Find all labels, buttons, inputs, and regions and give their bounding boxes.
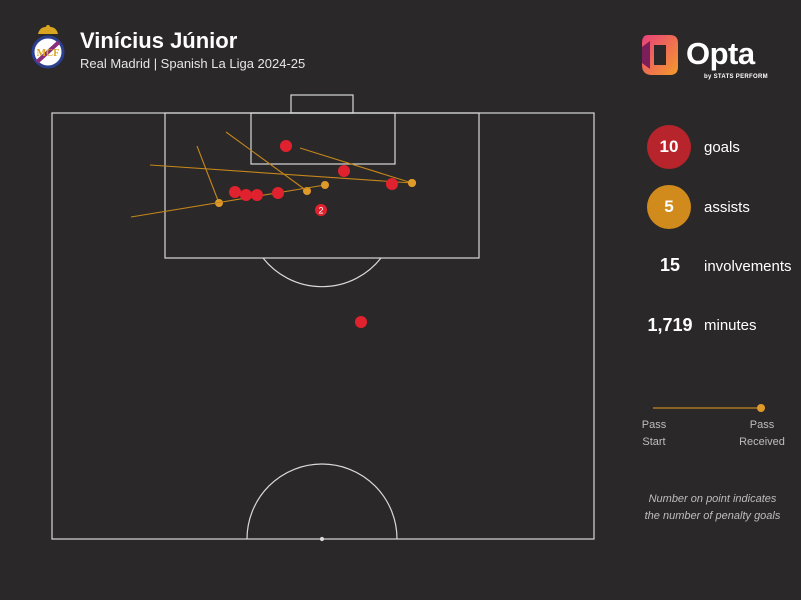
goal-point-7: [272, 187, 284, 199]
assist-pass-line-3: [225, 131, 308, 192]
assists-label: assists: [704, 199, 750, 216]
legend-end-line2: Received: [739, 436, 785, 448]
legend-pass-received: Pass Received: [733, 417, 791, 451]
goal-point-1: [280, 140, 292, 152]
penalty-goal-count-label: 2: [318, 206, 323, 216]
goal-layer: 2: [229, 140, 398, 328]
assist-pass-line-4: [196, 145, 220, 204]
note-line-2: the number of penalty goals: [644, 510, 781, 522]
svg-text:MCF: MCF: [37, 48, 60, 59]
brand-byline: by STATS PERFORM: [704, 74, 768, 80]
assist-received-point-5: [321, 181, 329, 189]
legend-pass-end-dot: [757, 404, 765, 412]
goals-label: goals: [704, 139, 740, 156]
goal-point-9: [355, 316, 367, 328]
pitch-lines: [51, 94, 595, 542]
assist-pass-line-1: [299, 147, 413, 184]
goal-point-2: [338, 165, 350, 177]
assist-pass-line-2: [149, 164, 413, 184]
goal-point-3: [386, 178, 398, 190]
note-line-1: Number on point indicates: [648, 493, 777, 505]
legend-start-line2: Start: [642, 436, 666, 448]
penalty-note: Number on point indicates the number of …: [630, 491, 795, 525]
legend-start-line1: Pass: [641, 419, 667, 431]
assist-received-point-2: [408, 179, 416, 187]
assist-received-point-3: [303, 187, 311, 195]
six-yard-box: [250, 112, 396, 165]
opta-logo-icon: [642, 35, 678, 75]
goal-point-5: [240, 189, 252, 201]
player-name: Vinícius Júnior: [80, 28, 238, 53]
goal-point-8: [315, 204, 327, 216]
assist-pass-line-5: [130, 184, 326, 218]
minutes-label: minutes: [704, 317, 757, 334]
goal: [290, 94, 354, 114]
real-madrid-crest-icon: MCF: [31, 25, 65, 69]
goal-point-6: [251, 189, 263, 201]
involvements-label: involvements: [704, 258, 792, 275]
legend-end-line1: Pass: [749, 419, 775, 431]
minutes-value: 1,719: [647, 315, 693, 335]
assist-layer: [130, 131, 416, 218]
involvements-value: 15: [659, 255, 681, 275]
legend-pass-start: Pass Start: [630, 417, 678, 451]
center-circle-arc: [246, 463, 398, 540]
pass-legend: [653, 404, 765, 412]
brand-name: Opta: [686, 36, 755, 71]
team-competition: Real Madrid | Spanish La Liga 2024-25: [80, 56, 306, 71]
goal-point-4: [229, 186, 241, 198]
assists-badge: 5: [647, 185, 691, 229]
center-spot: [319, 536, 325, 542]
penalty-arc: [262, 257, 382, 288]
goals-badge: 10: [647, 125, 691, 169]
